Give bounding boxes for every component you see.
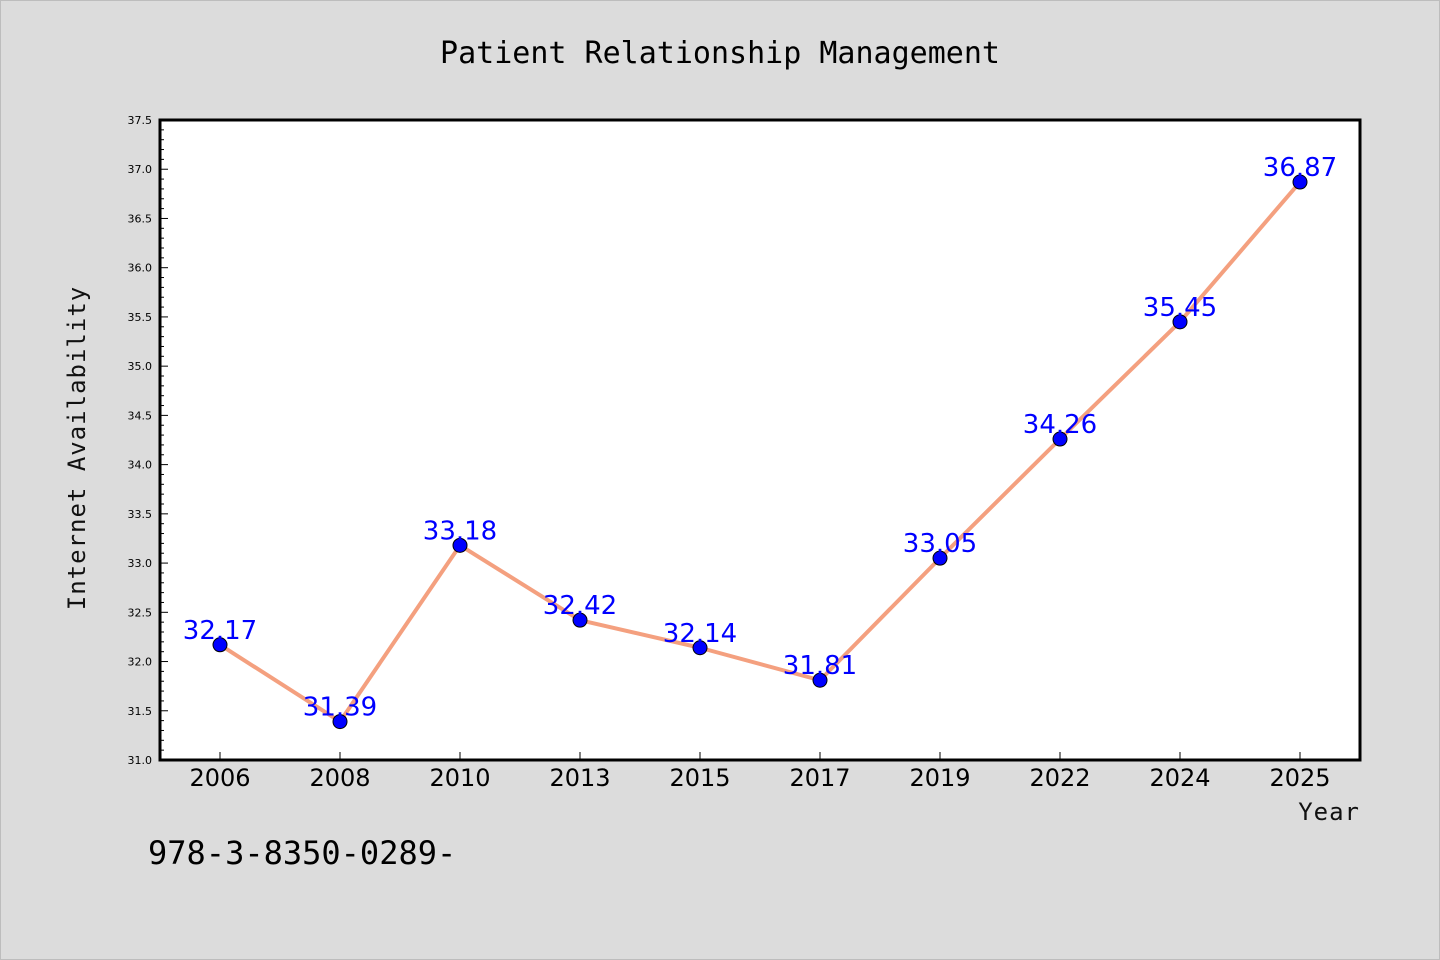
x-tick-label: 2010 [429, 764, 490, 792]
x-axis: 2006 2008 2010 2013 2015 2017 2019 2022 2024 2025 [189, 752, 1331, 792]
isbn-footer-text: 978-3-8350-0289- [148, 834, 456, 872]
data-point-marker [1292, 174, 1308, 190]
series-line [212, 174, 1308, 730]
series-polyline [218, 180, 1302, 724]
data-label: 36.87 [1263, 153, 1337, 183]
y-tick-label: 32.5 [128, 606, 153, 619]
y-tick-label: 36.5 [128, 212, 153, 225]
x-tick-label: 2008 [309, 764, 370, 792]
x-tick-label: 2019 [909, 764, 970, 792]
data-point-marker [212, 637, 228, 653]
x-tick-label: 2013 [549, 764, 610, 792]
data-label: 31.39 [303, 693, 377, 723]
x-tick-label: 2022 [1029, 764, 1090, 792]
data-label: 31.81 [783, 651, 857, 681]
data-point-marker [692, 640, 708, 656]
y-tick-label: 35.0 [128, 360, 153, 373]
y-tick-label: 34.0 [128, 459, 153, 472]
x-tick-label: 2025 [1269, 764, 1330, 792]
data-point-marker [812, 672, 828, 688]
y-axis: 31.0 31.5 32.0 32.5 33.0 33.5 34.0 34.5 35.0 35.5… [128, 114, 168, 767]
y-tick-label: 37.5 [128, 114, 153, 127]
x-tick-label: 2006 [189, 764, 250, 792]
data-label: 33.18 [423, 516, 497, 546]
plot-area [158, 118, 1362, 762]
data-label: 34.26 [1023, 410, 1097, 440]
data-label: 32.42 [543, 591, 617, 621]
y-axis-title: Internet Availability [63, 286, 91, 610]
y-tick-label: 33.0 [128, 557, 153, 570]
y-tick-label: 31.5 [128, 705, 153, 718]
x-tick-label: 2017 [789, 764, 850, 792]
data-label: 33.05 [903, 529, 977, 559]
x-tick-label: 2024 [1149, 764, 1210, 792]
y-tick-label: 37.0 [128, 163, 153, 176]
data-point-marker [452, 537, 468, 553]
chart-title: Patient Relationship Management [440, 36, 1000, 71]
y-tick-label: 36.0 [128, 262, 153, 275]
data-point-marker [572, 612, 588, 628]
data-point-marker [1052, 431, 1068, 447]
x-axis-title: Year [1298, 798, 1360, 826]
data-label: 35.45 [1143, 293, 1217, 323]
y-tick-label: 32.0 [128, 656, 153, 669]
data-label: 32.14 [663, 619, 737, 649]
y-tick-label: 34.5 [128, 409, 153, 422]
data-label: 32.17 [183, 616, 257, 646]
data-point-marker [1172, 314, 1188, 330]
y-tick-label: 35.5 [128, 311, 153, 324]
data-point-marker [332, 714, 348, 730]
y-tick-label: 31.0 [128, 754, 153, 767]
data-point-marker [932, 550, 948, 566]
x-tick-label: 2015 [669, 764, 730, 792]
data-labels: 32.17 31.39 33.18 32.42 32.14 31.81 33.05 34.26… [183, 153, 1337, 723]
y-tick-label: 33.5 [128, 508, 153, 521]
